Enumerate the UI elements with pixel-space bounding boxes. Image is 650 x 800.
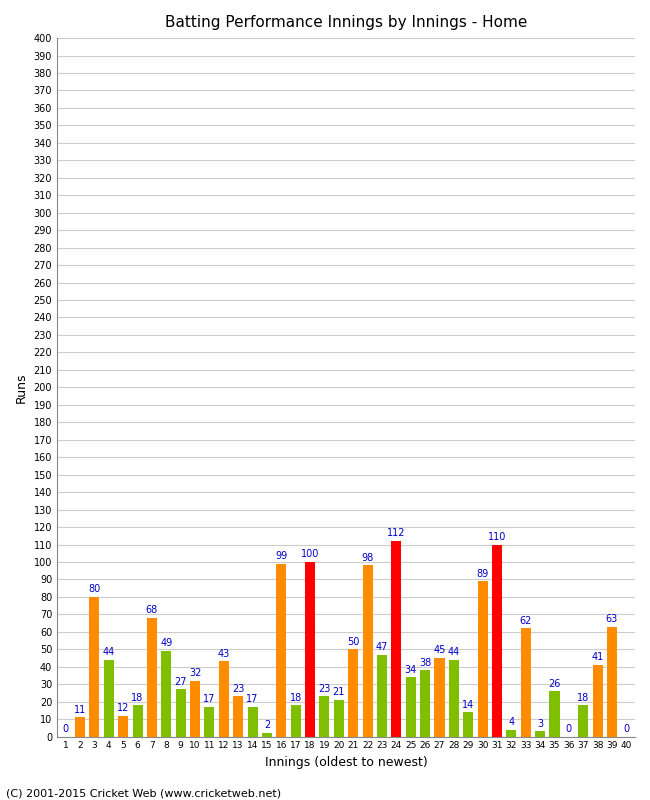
Bar	[420, 670, 430, 737]
X-axis label: Innings (oldest to newest): Innings (oldest to newest)	[265, 756, 428, 769]
Bar	[348, 650, 358, 737]
Text: 11: 11	[74, 705, 86, 714]
Text: 49: 49	[160, 638, 172, 649]
Bar	[190, 681, 200, 737]
Text: 41: 41	[592, 652, 604, 662]
Bar	[406, 678, 416, 737]
Bar	[161, 651, 172, 737]
Text: 0: 0	[566, 724, 572, 734]
Text: 112: 112	[387, 528, 406, 538]
Bar	[291, 705, 301, 737]
Text: 47: 47	[376, 642, 388, 652]
Text: 18: 18	[577, 693, 590, 702]
Text: 44: 44	[448, 647, 460, 657]
Text: 3: 3	[537, 718, 543, 729]
Text: 68: 68	[146, 606, 158, 615]
Text: 32: 32	[189, 668, 202, 678]
Text: 44: 44	[103, 647, 115, 657]
Text: 4: 4	[508, 717, 514, 727]
Text: 80: 80	[88, 584, 101, 594]
Text: 0: 0	[623, 724, 629, 734]
Text: 23: 23	[318, 684, 331, 694]
Bar	[219, 662, 229, 737]
Text: 34: 34	[404, 665, 417, 674]
Text: 110: 110	[488, 532, 506, 542]
Text: 14: 14	[462, 699, 474, 710]
Bar	[262, 733, 272, 737]
Bar	[521, 628, 531, 737]
Text: 43: 43	[218, 649, 230, 659]
Text: 0: 0	[62, 724, 69, 734]
Bar	[607, 626, 617, 737]
Bar	[492, 545, 502, 737]
Text: 45: 45	[434, 646, 446, 655]
Text: (C) 2001-2015 Cricket Web (www.cricketweb.net): (C) 2001-2015 Cricket Web (www.cricketwe…	[6, 788, 281, 798]
Bar	[233, 697, 243, 737]
Bar	[463, 712, 473, 737]
Bar	[506, 730, 516, 737]
Bar	[334, 700, 344, 737]
Text: 89: 89	[476, 569, 489, 578]
Bar	[363, 566, 372, 737]
Text: 100: 100	[301, 550, 319, 559]
Text: 63: 63	[606, 614, 618, 624]
Text: 27: 27	[174, 677, 187, 687]
Bar	[147, 618, 157, 737]
Text: 17: 17	[246, 694, 259, 704]
Bar	[319, 697, 330, 737]
Bar	[305, 562, 315, 737]
Bar	[118, 716, 128, 737]
Text: 98: 98	[361, 553, 374, 563]
Title: Batting Performance Innings by Innings - Home: Batting Performance Innings by Innings -…	[165, 15, 527, 30]
Text: 18: 18	[290, 693, 302, 702]
Bar	[248, 707, 257, 737]
Text: 12: 12	[117, 703, 129, 713]
Text: 26: 26	[549, 678, 561, 689]
Text: 99: 99	[275, 551, 287, 561]
Bar	[90, 597, 99, 737]
Text: 23: 23	[232, 684, 244, 694]
Text: 21: 21	[333, 687, 345, 698]
Bar	[593, 665, 603, 737]
Bar	[434, 658, 445, 737]
Bar	[204, 707, 214, 737]
Text: 17: 17	[203, 694, 216, 704]
Text: 2: 2	[264, 721, 270, 730]
Bar	[75, 718, 85, 737]
Bar	[104, 660, 114, 737]
Y-axis label: Runs: Runs	[15, 372, 28, 402]
Bar	[478, 581, 488, 737]
Bar	[391, 541, 401, 737]
Bar	[276, 564, 287, 737]
Bar	[448, 660, 459, 737]
Text: 18: 18	[131, 693, 144, 702]
Text: 62: 62	[519, 616, 532, 626]
Text: 38: 38	[419, 658, 431, 668]
Bar	[133, 705, 142, 737]
Bar	[549, 691, 560, 737]
Bar	[176, 690, 186, 737]
Bar	[535, 731, 545, 737]
Bar	[578, 705, 588, 737]
Bar	[377, 654, 387, 737]
Text: 50: 50	[347, 637, 359, 646]
